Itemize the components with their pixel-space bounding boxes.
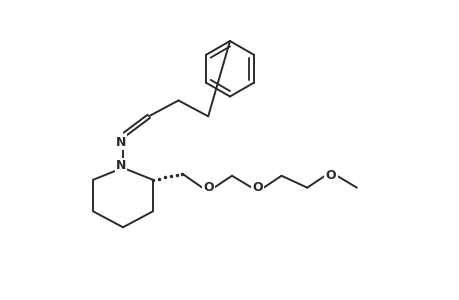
- Text: N: N: [116, 159, 126, 172]
- Text: O: O: [252, 181, 263, 194]
- Text: O: O: [202, 181, 213, 194]
- Text: N: N: [116, 136, 126, 148]
- Text: O: O: [325, 169, 336, 182]
